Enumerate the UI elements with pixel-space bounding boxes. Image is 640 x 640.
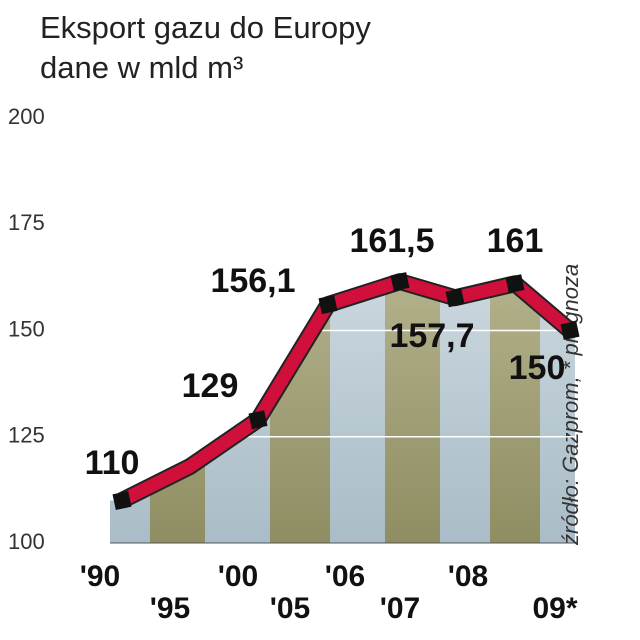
data-label: 150 — [509, 349, 566, 387]
source-note: źródło: Gazprom, * prognoza — [558, 264, 583, 546]
chart-title: Eksport gazu do Europy — [40, 10, 371, 45]
data-marker — [505, 274, 525, 294]
stripe — [440, 281, 490, 543]
data-marker — [390, 272, 410, 292]
x-tick-label: '05 — [270, 592, 311, 625]
y-tick-label: 125 — [8, 423, 45, 448]
x-tick-label: '90 — [80, 560, 121, 593]
stripe — [205, 281, 270, 543]
x-tick-label: '08 — [448, 560, 489, 593]
chart-subtitle: dane w mld m³ — [40, 50, 243, 85]
x-tick-label: 09* — [532, 592, 577, 625]
data-label: 156,1 — [210, 262, 295, 300]
x-tick-label: '06 — [325, 560, 366, 593]
x-tick-label: '07 — [380, 592, 421, 625]
data-label: 110 — [85, 444, 140, 482]
data-marker — [318, 295, 338, 315]
y-tick-label: 150 — [8, 316, 45, 341]
y-tick-label: 100 — [8, 529, 45, 554]
y-tick-label: 175 — [8, 210, 45, 235]
data-marker — [248, 410, 268, 430]
data-marker — [112, 491, 132, 510]
data-label: 161 — [487, 222, 544, 260]
data-marker — [445, 288, 465, 308]
data-label: 129 — [182, 367, 239, 405]
x-tick-label: '95 — [150, 592, 191, 625]
data-label: 161,5 — [349, 222, 434, 260]
stripe — [330, 281, 385, 543]
stripe — [490, 281, 540, 543]
data-marker — [560, 321, 580, 340]
stripe — [385, 281, 440, 543]
x-tick-label: '00 — [218, 560, 259, 593]
y-tick-label: 200 — [8, 104, 45, 129]
data-line — [119, 275, 575, 507]
data-label: 157,7 — [389, 317, 474, 355]
